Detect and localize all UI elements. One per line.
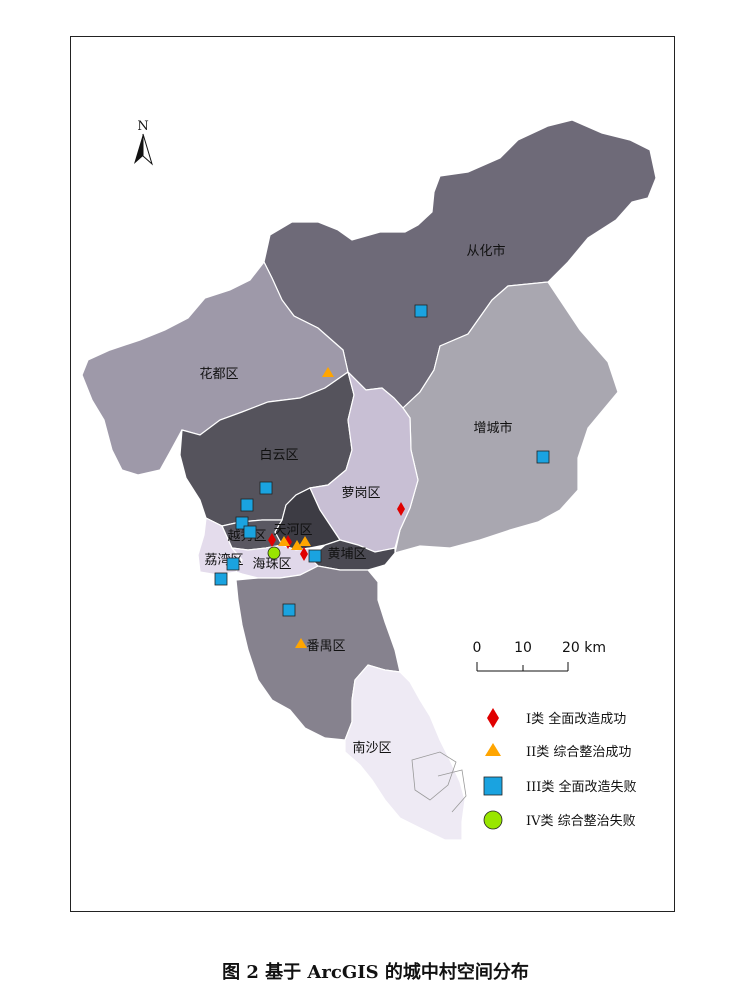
marker-type-iii (214, 572, 228, 586)
marker-type-iii (259, 481, 273, 495)
label-huadu: 花都区 (199, 366, 238, 382)
marker-type-iii (226, 557, 240, 571)
map-frame (70, 36, 675, 912)
legend-label-i: I类 全面改造成功 (526, 711, 626, 727)
legend-label-iv: IV类 综合整治失败 (526, 814, 636, 829)
marker-type-iii (243, 525, 257, 539)
marker-type-iii (308, 549, 322, 563)
marker-type-ii (299, 536, 311, 546)
label-conghua: 从化市 (466, 243, 505, 259)
legend-square-icon (483, 776, 503, 796)
figure-caption: 图 2 基于 ArcGIS 的城中村空间分布 (222, 962, 529, 983)
legend-label-ii: II类 综合整治成功 (526, 745, 631, 760)
marker-type-iii (240, 498, 254, 512)
label-panyu: 番禺区 (306, 639, 345, 654)
scale-label-20: 20 km (562, 640, 606, 656)
label-baiyun: 白云区 (259, 447, 298, 463)
marker-type-ii (295, 638, 307, 648)
label-huangpu: 黄埔区 (327, 547, 366, 562)
marker-type-ii (322, 367, 334, 377)
scale-label-10: 10 (514, 640, 532, 656)
scale-label-0: 0 (473, 640, 482, 656)
marker-type-i (300, 547, 308, 561)
marker-type-iii (414, 304, 428, 318)
legend-diamond-icon (487, 708, 499, 728)
north-arrow-icon: N (134, 119, 153, 166)
north-label: N (137, 119, 148, 134)
legend-circle-icon (483, 810, 503, 830)
district-zengcheng (394, 281, 619, 554)
label-tianhe: 天河区 (273, 523, 312, 538)
marker-type-i (268, 533, 276, 547)
marker-type-ii (278, 536, 290, 546)
marker-type-iv (267, 546, 281, 560)
label-nansha: 南沙区 (352, 740, 391, 756)
label-zengcheng: 增城市 (473, 420, 512, 436)
label-luogang: 萝岗区 (341, 486, 380, 501)
legend: I类 全面改造成功 II类 综合整治成功 III类 全面改造失败 IV类 综合整… (483, 708, 637, 830)
legend-triangle-icon (485, 743, 501, 756)
marker-type-iii (282, 603, 296, 617)
marker-type-iii (536, 450, 550, 464)
marker-type-ii (291, 540, 303, 550)
river-outline (411, 751, 457, 801)
label-haizhu: 海珠区 (252, 557, 291, 572)
district-huadu (81, 260, 349, 476)
marker-type-i (397, 502, 405, 516)
markers (214, 304, 550, 648)
river-outline-2 (437, 769, 467, 813)
scale-bar: 0 10 20 km (473, 640, 606, 672)
legend-label-iii: III类 全面改造失败 (526, 779, 637, 795)
